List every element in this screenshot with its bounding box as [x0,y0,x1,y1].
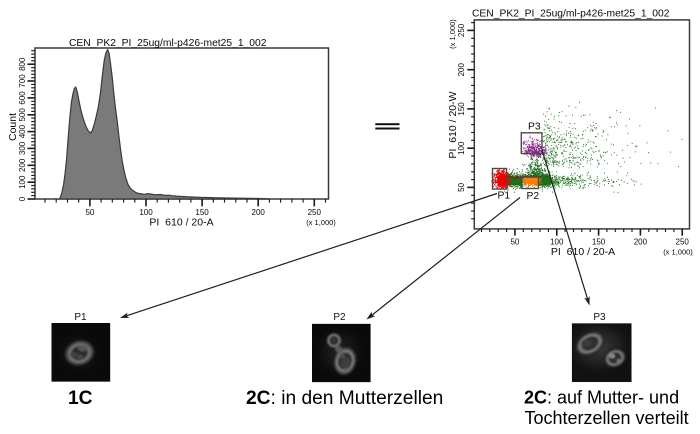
svg-text:P1: P1 [74,312,87,323]
svg-text:(x 1,000): (x 1,000) [448,19,457,49]
svg-text:P3: P3 [528,122,541,133]
svg-text:0: 0 [18,196,27,201]
svg-text:P1: P1 [498,191,511,202]
svg-text:PI 610 / 20-W: PI 610 / 20-W [447,91,459,158]
svg-text:250: 250 [676,238,690,247]
svg-text:CEN_PK2_PI_25ug/ml-p426-met25_: CEN_PK2_PI_25ug/ml-p426-met25_1_002 [472,9,670,20]
svg-text:800: 800 [18,57,27,71]
svg-text:P2: P2 [527,191,540,202]
svg-text:300: 300 [18,141,27,155]
svg-text:200: 200 [18,158,27,172]
svg-text:(x 1,000): (x 1,000) [306,218,336,227]
svg-text:50: 50 [457,182,466,191]
svg-text:CEN_PK2_PI_25ug/ml-p426-met25_: CEN_PK2_PI_25ug/ml-p426-met25_1_002 [69,38,267,49]
svg-text:2C: in den Mutterzellen: 2C: in den Mutterzellen [246,388,443,409]
svg-text:P3: P3 [593,312,606,323]
svg-text:150: 150 [457,102,466,116]
svg-text:2C: auf Mutter- und: 2C: auf Mutter- und [524,388,679,408]
svg-text:50: 50 [85,208,94,217]
svg-text:200: 200 [457,62,466,76]
svg-text:PI 610 / 20-A: PI 610 / 20-A [149,217,213,229]
svg-text:500: 500 [18,108,27,122]
svg-text:Count: Count [7,113,19,141]
svg-text:200: 200 [252,208,266,217]
svg-text:100: 100 [550,238,564,247]
svg-text:P2: P2 [333,312,346,323]
svg-text:100: 100 [18,175,27,189]
svg-text:50: 50 [510,238,519,247]
svg-text:100: 100 [139,208,153,217]
svg-text:400: 400 [18,124,27,138]
svg-text:600: 600 [18,91,27,105]
svg-text:PI 610 / 20-A: PI 610 / 20-A [551,246,615,258]
svg-text:1C: 1C [68,388,93,409]
svg-text:700: 700 [18,74,27,88]
svg-text:150: 150 [592,238,606,247]
svg-text:250: 250 [308,208,322,217]
svg-text:150: 150 [195,208,209,217]
svg-text:(x 1,000): (x 1,000) [663,248,693,257]
svg-text:200: 200 [634,238,648,247]
svg-text:250: 250 [457,23,466,37]
svg-text:100: 100 [457,141,466,155]
svg-text:Tochterzellen verteilt: Tochterzellen verteilt [525,408,689,428]
